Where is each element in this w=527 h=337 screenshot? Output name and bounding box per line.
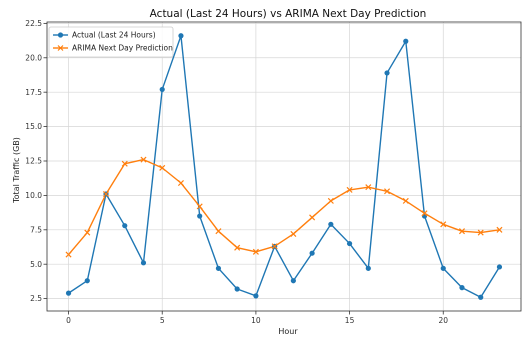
data-point-actual — [328, 221, 334, 227]
chart-title: Actual (Last 24 Hours) vs ARIMA Next Day… — [150, 8, 427, 20]
data-point-arima — [346, 186, 353, 193]
data-point-actual — [496, 264, 503, 270]
data-point-arima — [215, 228, 222, 235]
y-tick-label: 10.0 — [25, 191, 42, 200]
data-point-actual — [478, 294, 484, 300]
data-point-actual — [215, 265, 222, 271]
y-tick-label: 5.0 — [30, 260, 42, 269]
data-point-actual — [459, 285, 465, 291]
data-point-arima — [102, 190, 110, 198]
data-point-actual — [309, 250, 315, 256]
x-axis: 0 5 10 15 20 — [66, 311, 448, 325]
data-point-actual — [234, 286, 240, 292]
y-tick-label: 12.5 — [25, 157, 42, 166]
data-point-actual — [421, 213, 428, 219]
legend: Actual (Last 24 Hours) ARIMA Next Day Pr… — [48, 26, 174, 58]
x-axis-label: Hour — [278, 327, 298, 336]
data-point-actual — [253, 293, 259, 299]
y-tick-label: 7.5 — [30, 225, 42, 234]
x-tick-label: 10 — [251, 316, 261, 325]
data-point-arima — [496, 226, 503, 233]
data-point-arima — [458, 228, 466, 235]
data-point-actual — [65, 290, 72, 296]
legend-label-arima: ARIMA Next Day Prediction — [72, 44, 173, 53]
data-point-arima — [327, 197, 334, 204]
y-tick-label: 15.0 — [25, 122, 42, 131]
data-point-arima — [65, 251, 72, 258]
y-tick-label: 17.5 — [25, 88, 42, 97]
legend-label-actual: Actual (Last 24 Hours) — [72, 31, 156, 40]
data-point-actual — [403, 38, 409, 44]
data-point-arima — [477, 229, 484, 236]
data-point-actual — [384, 70, 390, 76]
series-line-arima — [68, 158, 500, 256]
y-tick-label: 20.0 — [25, 53, 42, 62]
series-markers — [65, 33, 503, 300]
data-point-actual — [290, 278, 296, 284]
series-line-actual — [68, 35, 501, 298]
x-tick-label: 15 — [345, 316, 355, 325]
data-point-actual — [178, 33, 184, 39]
data-point-arima — [177, 179, 184, 187]
y-axis-label: Total Traffic (GB) — [12, 137, 21, 204]
data-point-arima — [234, 244, 241, 251]
y-tick-label: 2.5 — [30, 294, 42, 303]
x-tick-label: 5 — [160, 316, 165, 325]
data-point-actual — [159, 86, 165, 93]
series-lines — [68, 35, 501, 298]
data-point-arima — [196, 203, 203, 210]
data-point-actual — [440, 265, 446, 271]
data-point-arima — [290, 230, 297, 237]
data-point-arima — [365, 184, 372, 191]
data-point-actual — [197, 213, 203, 219]
data-point-actual — [122, 223, 128, 229]
data-point-arima — [402, 197, 409, 204]
data-point-actual — [365, 265, 371, 271]
plot-frame — [46, 21, 522, 312]
data-point-arima — [440, 221, 447, 228]
grid-lines — [47, 22, 521, 311]
data-point-arima — [384, 188, 391, 195]
x-tick-label: 0 — [66, 316, 71, 325]
data-point-arima — [309, 214, 316, 221]
data-point-arima — [84, 229, 91, 236]
x-tick-label: 20 — [438, 316, 448, 325]
data-point-actual — [140, 260, 147, 266]
legend-box — [48, 26, 174, 58]
data-point-arima — [421, 210, 428, 217]
y-tick-label: 22.5 — [25, 19, 42, 28]
data-point-arima — [159, 164, 166, 171]
data-point-arima — [121, 160, 128, 167]
data-point-actual — [346, 240, 353, 247]
data-point-arima — [252, 248, 259, 255]
data-point-arima — [140, 156, 147, 163]
data-point-arima — [271, 243, 278, 250]
legend-marker-actual — [57, 32, 64, 38]
legend-marker-arima — [57, 45, 64, 51]
data-point-actual — [84, 278, 90, 284]
y-axis: 2.5 5.0 7.5 10.0 12.5 15.0 17.5 20.0 22.5 — [25, 19, 47, 303]
